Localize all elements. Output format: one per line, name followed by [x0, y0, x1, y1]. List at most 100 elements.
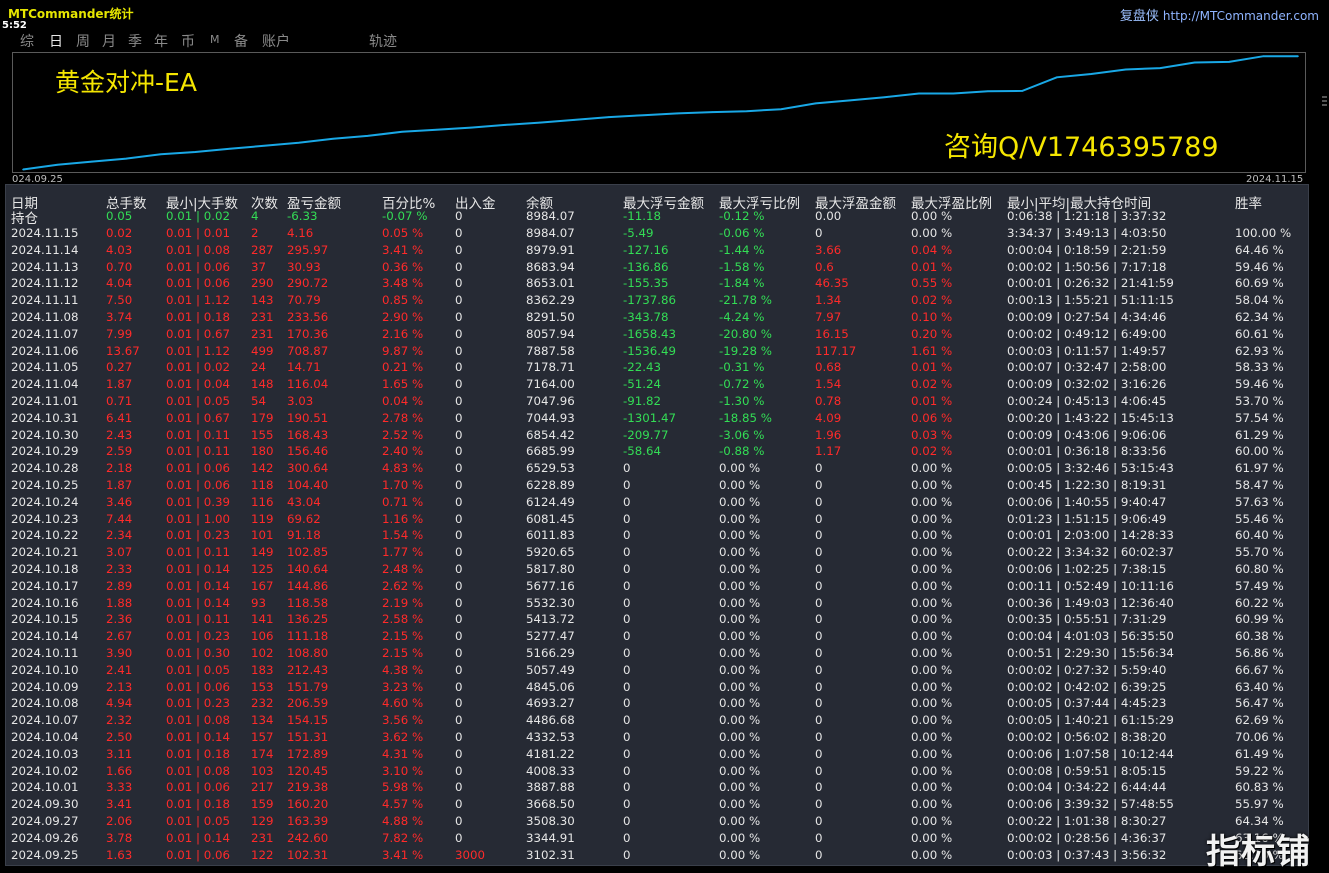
table-row[interactable]: 2024.10.30 2.43 0.01 | 0.11 155 168.43 2.52 %…	[6, 427, 1308, 444]
cell-hold-time: 0:00:08 | 0:59:51 | 8:05:15	[1007, 763, 1167, 778]
equity-point	[849, 99, 851, 102]
cell-min-max-lots: 0.01 | 0.18	[166, 310, 231, 324]
table-row[interactable]: 2024.10.31 6.41 0.01 | 0.67 179 190.51 2.78 %…	[6, 410, 1308, 427]
header-max-float-profit-pct[interactable]: 最大浮盈比例	[911, 196, 992, 212]
table-row[interactable]: 2024.10.04 2.50 0.01 | 0.14 157 151.31 3.62 %…	[6, 729, 1308, 746]
header-min-max-lots[interactable]: 最小|大手数	[166, 196, 239, 212]
header-percent[interactable]: 百分比%	[382, 196, 436, 212]
cell-count: 134	[251, 713, 274, 728]
table-row[interactable]: 2024.09.27 2.06 0.01 | 0.05 129 163.39 4.88 %…	[6, 813, 1308, 830]
cell-max-float-profit-pct: 0.00 %	[911, 461, 953, 476]
equity-point	[435, 128, 438, 131]
table-row[interactable]: 2024.11.12 4.04 0.01 | 0.06 290 290.72 3.48 %…	[6, 275, 1308, 292]
tab-3[interactable]: 月	[102, 34, 116, 50]
cell-hold-time: 0:06:38 | 1:21:18 | 3:37:32	[1007, 209, 1167, 223]
table-row[interactable]: 2024.10.07 2.32 0.01 | 0.08 134 154.15 3.56 %…	[6, 712, 1308, 729]
table-row[interactable]: 2024.10.01 3.33 0.01 | 0.06 217 219.38 5.98 %…	[6, 779, 1308, 796]
tab-8[interactable]: 备	[234, 34, 248, 50]
header-balance[interactable]: 余额	[526, 196, 553, 212]
table-row[interactable]: 2024.10.18 2.33 0.01 | 0.14 125 140.64 2.48 %…	[6, 561, 1308, 578]
header-win-rate[interactable]: 胜率	[1235, 196, 1262, 212]
chart-side-scrollbar[interactable]	[1320, 52, 1329, 162]
table-row[interactable]: 2024.09.25 1.63 0.01 | 0.06 122 102.31 3.41 %…	[6, 847, 1308, 864]
tab-4[interactable]: 季	[128, 34, 142, 50]
table-row[interactable]: 2024.10.08 4.94 0.01 | 0.23 232 206.59 4.60 %…	[6, 695, 1308, 712]
table-row[interactable]: 2024.10.17 2.89 0.01 | 0.14 167 144.86 2.62 %…	[6, 578, 1308, 595]
cell-min-max-lots: 0.01 | 1.12	[166, 343, 231, 358]
tab-0[interactable]: 综	[20, 34, 34, 50]
tab-9[interactable]: 账户	[262, 34, 290, 50]
table-row[interactable]: 2024.10.24 3.46 0.01 | 0.39 116 43.04 0.71 % 0…	[6, 494, 1308, 511]
tab-2[interactable]: 周	[76, 34, 90, 50]
table-row[interactable]: 2024.10.28 2.18 0.01 | 0.06 142 300.64 4.83 %…	[6, 460, 1308, 477]
table-row[interactable]: 2024.11.01 0.71 0.01 | 0.05 54 3.03 0.04 % 0 70…	[6, 393, 1308, 410]
header-max-float-profit[interactable]: 最大浮盈金额	[815, 196, 896, 212]
cell-balance: 5920.65	[526, 545, 575, 560]
cell-min-max-lots: 0.01 | 0.14	[166, 830, 231, 845]
equity-point	[297, 142, 300, 144]
table-row[interactable]: 2024.11.07 7.99 0.01 | 0.67 231 170.36 2.16 %…	[6, 326, 1308, 343]
table-row[interactable]: 2024.11.13 0.70 0.01 | 0.06 37 30.93 0.36 % 0 8…	[6, 259, 1308, 276]
watermark-logo: 指标铺	[1206, 832, 1311, 872]
equity-chart-svg	[22, 55, 1299, 171]
table-row[interactable]: 2024.10.09 2.13 0.01 | 0.06 153 151.79 3.23 %…	[6, 679, 1308, 696]
cell-percent: 2.16 %	[382, 326, 424, 341]
table-row[interactable]: 2024.10.21 3.07 0.01 | 0.11 149 102.85 1.77 %…	[6, 544, 1308, 561]
table-row[interactable]: 2024.10.03 3.11 0.01 | 0.18 174 172.89 4.31 %…	[6, 746, 1308, 763]
equity-point	[332, 138, 334, 140]
cell-win-rate: 60.40 %	[1235, 528, 1284, 543]
brand-name[interactable]: 复盘侠	[1119, 9, 1159, 24]
cell-count: 4	[251, 209, 259, 223]
table-row[interactable]: 2024.11.14 4.03 0.01 | 0.08 287 295.97 3.41 %…	[6, 242, 1308, 259]
cell-count: 155	[251, 427, 274, 442]
table-row[interactable]: 2024.10.23 7.44 0.01 | 1.00 119 69.62 1.16 % 0…	[6, 511, 1308, 528]
header-date[interactable]: 日期	[11, 196, 38, 212]
tab-5[interactable]: 年	[154, 34, 168, 50]
cell-date: 2024.09.26	[11, 830, 79, 845]
cell-max-float-profit: 7.97	[815, 310, 842, 324]
cell-total-lots: 0.27	[106, 360, 133, 375]
tab-7[interactable]: M	[210, 33, 220, 46]
brand-link[interactable]: 复盘侠 http://MTCommander.com	[1120, 5, 1319, 24]
cell-date: 持仓	[11, 211, 38, 227]
cell-max-float-loss: 0	[623, 595, 631, 610]
table-row[interactable]: 2024.10.22 2.34 0.01 | 0.23 101 91.18 1.54 % 0…	[6, 527, 1308, 544]
table-row[interactable]: 2024.10.16 1.88 0.01 | 0.14 93 118.58 2.19 % 0…	[6, 595, 1308, 612]
header-deposit[interactable]: 出入金	[455, 196, 496, 212]
tab-6[interactable]: 币	[181, 34, 195, 50]
table-row[interactable]: 2024.10.29 2.59 0.01 | 0.11 180 156.46 2.40 %…	[6, 443, 1308, 460]
tab-1[interactable]: 日	[49, 34, 63, 50]
header-hold-time[interactable]: 最小|平均|最大持仓时间	[1007, 196, 1152, 212]
header-pnl[interactable]: 盈亏金额	[287, 196, 341, 212]
header-total-lots[interactable]: 总手数	[106, 196, 147, 212]
cell-max-float-profit: 0	[815, 612, 823, 627]
header-max-float-loss-pct[interactable]: 最大浮亏比例	[719, 196, 800, 212]
table-row[interactable]: 2024.10.15 2.36 0.01 | 0.11 141 136.25 2.58 %…	[6, 611, 1308, 628]
table-row[interactable]: 2024.10.02 1.66 0.01 | 0.08 103 120.45 3.10 %…	[6, 763, 1308, 780]
table-row[interactable]: 2024.09.30 3.41 0.01 | 0.18 159 160.20 4.57 %…	[6, 796, 1308, 813]
cell-date: 2024.10.23	[11, 511, 79, 526]
cell-percent: 2.15 %	[382, 629, 424, 644]
equity-point	[1124, 68, 1127, 71]
cell-balance: 5677.16	[526, 578, 575, 593]
cell-percent: 9.87 %	[382, 343, 424, 358]
cell-win-rate: 64.34 %	[1235, 814, 1284, 828]
table-row[interactable]: 2024.11.11 7.50 0.01 | 1.12 143 70.79 0.85 % 0…	[6, 292, 1308, 309]
brand-url[interactable]: http://MTCommander.com	[1162, 9, 1319, 23]
table-row[interactable]: 2024.11.06 13.67 0.01 | 1.12 499 708.87 9.87 …	[6, 343, 1308, 360]
tab-10[interactable]: 轨迹	[369, 34, 397, 50]
table-row[interactable]: 2024.09.26 3.78 0.01 | 0.14 231 242.60 7.82 %…	[6, 830, 1308, 847]
table-row[interactable]: 2024.11.05 0.27 0.01 | 0.02 24 14.71 0.21 % 0 7…	[6, 359, 1308, 376]
summary-row[interactable]: 持仓 0.05 0.01 | 0.02 4 -6.33 -0.07 % 0 8984.07 -1…	[6, 208, 1308, 227]
table-row[interactable]: 2024.11.08 3.74 0.01 | 0.18 231 233.56 2.90 %…	[6, 309, 1308, 326]
cell-balance: 5817.80	[526, 562, 575, 576]
table-row[interactable]: 2024.10.10 2.41 0.01 | 0.05 183 212.43 4.38 %…	[6, 662, 1308, 679]
header-max-float-loss[interactable]: 最大浮亏金额	[623, 196, 704, 212]
table-row[interactable]: 2024.10.11 3.90 0.01 | 0.30 102 108.80 2.15 %…	[6, 645, 1308, 662]
table-row[interactable]: 2024.10.14 2.67 0.01 | 0.23 106 111.18 2.15 %…	[6, 628, 1308, 645]
header-count[interactable]: 次数	[251, 196, 278, 212]
equity-point	[125, 157, 128, 160]
table-row[interactable]: 2024.11.04 1.87 0.01 | 0.04 148 116.04 1.65 %…	[6, 376, 1308, 393]
table-row[interactable]: 2024.10.25 1.87 0.01 | 0.06 118 104.40 1.70 %…	[6, 477, 1308, 494]
table-row[interactable]: 2024.11.15 0.02 0.01 | 0.01 2 4.16 0.05 % 0 898…	[6, 225, 1308, 242]
